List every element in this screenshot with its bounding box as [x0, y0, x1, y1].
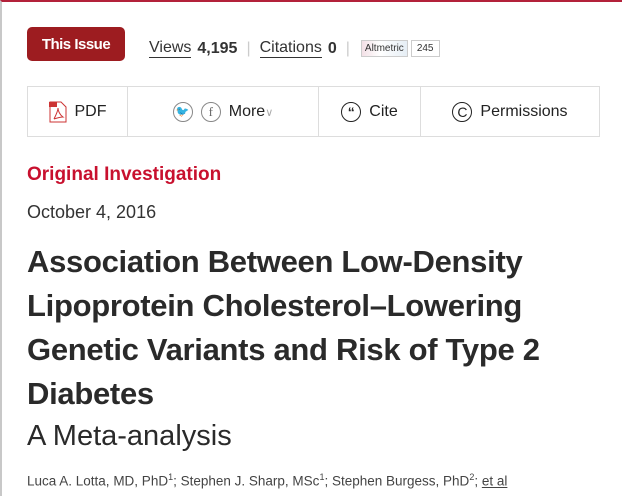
author-list: Luca A. Lotta, MD, PhD1; Stephen J. Shar… [27, 472, 508, 489]
divider: | [345, 39, 350, 57]
pdf-label: PDF [74, 102, 107, 120]
affiliation: 1 [168, 472, 174, 482]
facebook-icon[interactable]: f [200, 101, 221, 122]
author[interactable]: Stephen J. Sharp, MSc [180, 473, 320, 489]
article-toolbar: PDF 🐦 f More∨ “ Cite C Permissions [27, 86, 600, 137]
author[interactable]: Luca A. Lotta, MD, PhD [27, 473, 169, 489]
publication-date: October 4, 2016 [27, 202, 157, 222]
quote-icon: “ [341, 101, 362, 122]
permissions-button[interactable]: C Permissions [421, 87, 599, 136]
article-subtitle: A Meta-analysis [27, 420, 232, 452]
pdf-icon [48, 101, 66, 122]
permissions-label: Permissions [480, 102, 568, 120]
share-group: 🐦 f More∨ [128, 87, 319, 136]
affiliation: 2 [469, 472, 475, 482]
more-label: More [228, 102, 266, 120]
more-button[interactable]: More∨ [229, 103, 274, 121]
article-type: Original Investigation [27, 164, 222, 185]
et-al-link[interactable]: et al [481, 473, 508, 489]
views-count: 4,195 [197, 39, 238, 57]
article-metrics: Views 4,195 | Citations 0 | Altmetric 24… [149, 39, 440, 58]
cite-button[interactable]: “ Cite [319, 87, 421, 136]
author[interactable]: Stephen Burgess, PhD [331, 473, 470, 489]
altmetric-badge[interactable]: Altmetric 245 [360, 40, 440, 57]
citations-link[interactable]: Citations [259, 39, 322, 58]
copyright-icon: C [452, 101, 473, 122]
pdf-button[interactable]: PDF [28, 87, 128, 136]
cite-label: Cite [369, 102, 398, 120]
twitter-icon[interactable]: 🐦 [172, 101, 193, 122]
citations-count: 0 [327, 39, 337, 57]
this-issue-button[interactable]: This Issue [27, 27, 125, 61]
altmetric-score: 245 [410, 40, 440, 57]
views-link[interactable]: Views [149, 39, 192, 58]
affiliation: 1 [319, 472, 325, 482]
chevron-down-icon: ∨ [265, 106, 274, 119]
divider: | [246, 39, 251, 57]
article-title: Association Between Low-Density Lipoprot… [27, 244, 540, 411]
altmetric-label: Altmetric [360, 40, 408, 57]
